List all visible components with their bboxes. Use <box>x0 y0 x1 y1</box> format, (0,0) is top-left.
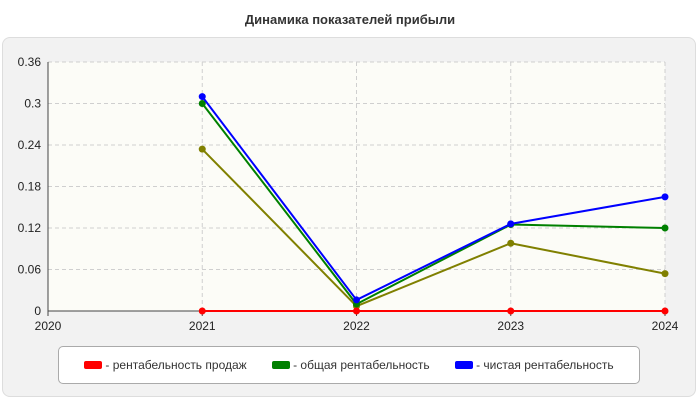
x-tick-label: 2021 <box>189 319 216 333</box>
data-point <box>661 224 669 232</box>
y-tick-label: 0.12 <box>18 221 42 235</box>
y-tick-label: 0.06 <box>18 263 42 277</box>
legend: - рентабельность продаж - общая рентабел… <box>58 346 640 384</box>
data-point <box>661 270 669 278</box>
legend-label: - рентабельность продаж <box>105 358 247 372</box>
series-line <box>201 102 666 306</box>
data-point <box>353 296 360 304</box>
data-point <box>507 220 515 228</box>
y-tick-label: 0.24 <box>18 138 42 152</box>
series-line <box>201 148 666 308</box>
data-point <box>353 307 360 315</box>
x-tick-label: 2022 <box>343 319 370 333</box>
legend-swatch <box>455 361 474 369</box>
series-line <box>201 95 666 301</box>
y-tick-label: 0 <box>34 304 41 318</box>
x-tick-label: 2023 <box>497 319 524 333</box>
legend-label: - общая рентабельность <box>293 358 430 372</box>
chart-title: Динамика показателей прибыли <box>244 12 456 27</box>
data-point <box>661 193 669 201</box>
legend-item-sales[interactable]: - рентабельность продаж <box>84 358 247 372</box>
y-tick-label: 0.36 <box>18 55 42 69</box>
data-point <box>661 307 669 315</box>
data-point <box>507 239 515 247</box>
y-tick-label: 0.3 <box>24 97 41 111</box>
y-tick-label: 0.18 <box>18 180 42 194</box>
legend-label: - чистая рентабельность <box>476 358 614 372</box>
legend-item-net[interactable]: - чистая рентабельность <box>455 358 614 372</box>
data-point <box>198 100 206 107</box>
x-tick-label: 2024 <box>652 319 679 333</box>
data-point <box>198 93 206 101</box>
legend-item-total[interactable]: - общая рентабельность <box>272 358 430 372</box>
legend-swatch <box>272 361 291 369</box>
data-point <box>198 145 206 153</box>
data-point <box>198 307 206 315</box>
data-point <box>507 307 515 315</box>
legend-swatch <box>84 361 103 369</box>
x-tick-label: 2020 <box>35 319 62 333</box>
